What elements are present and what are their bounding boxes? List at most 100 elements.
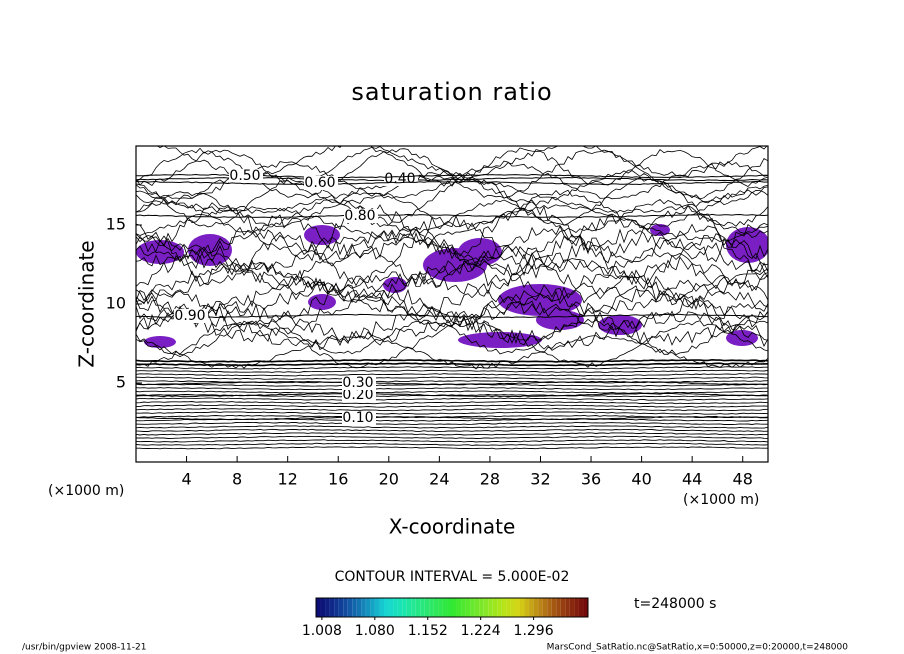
y-tick-label: 5	[116, 373, 126, 392]
colorbar-stripe	[334, 598, 339, 617]
colorbar-stripe	[520, 598, 525, 617]
colorbar-tick-label: 1.152	[408, 623, 448, 639]
colorbar-stripe	[356, 598, 362, 617]
contour-label: 0.90	[174, 308, 205, 324]
contour-line	[136, 175, 768, 214]
colorbar-stripe	[583, 598, 588, 617]
contour-line	[136, 435, 768, 439]
colorbar-tick-label: 1.296	[514, 623, 554, 639]
colorbar-stripe	[533, 598, 539, 617]
footer-left: /usr/bin/gpview 2008-11-21	[22, 643, 146, 653]
colorbar-stripe	[529, 598, 534, 617]
label-bg	[229, 169, 263, 183]
colorbar-stripe	[510, 598, 516, 617]
x-tick-label: 36	[581, 470, 601, 489]
shaded-region	[308, 294, 336, 310]
colorbar-stripe	[352, 598, 357, 617]
colorbar-stripe	[316, 598, 321, 617]
x-unit-left: (×1000 m)	[48, 483, 124, 499]
label-bg	[344, 209, 378, 223]
contour-line	[136, 442, 768, 446]
colorbar-stripe	[538, 598, 543, 617]
contour-line	[136, 320, 768, 368]
x-unit-right: (×1000 m)	[683, 492, 759, 508]
y-tick-label: 10	[106, 294, 126, 313]
contour-line	[136, 407, 768, 412]
x-tick-label: 4	[181, 470, 191, 489]
colorbar-stripe	[488, 598, 493, 617]
colorbar-stripe	[483, 598, 489, 617]
contour-line	[136, 432, 768, 436]
label-bg	[342, 388, 376, 402]
colorbar-stripe	[515, 598, 520, 617]
contour-level	[136, 180, 768, 186]
contour-label: 0.10	[342, 410, 373, 426]
contour-line	[136, 400, 768, 405]
label-bg	[342, 411, 376, 425]
x-axis-label: X-coordinate	[389, 515, 516, 539]
colorbar-stripe	[447, 598, 452, 617]
contour-label: 0.40	[384, 171, 415, 187]
colorbar-stripe	[492, 598, 498, 617]
contour-line	[136, 252, 768, 294]
contour-line	[136, 362, 768, 367]
time-label: t=248000 s	[634, 596, 716, 612]
label-bg	[342, 376, 376, 390]
contour-line	[136, 256, 768, 304]
contour-line	[136, 366, 768, 370]
colorbar-stripe	[442, 598, 448, 617]
contour-line	[136, 271, 768, 317]
colorbar-stripe	[569, 598, 575, 617]
colorbar-stripe	[338, 598, 344, 617]
contour-line	[136, 204, 768, 243]
contour-label: 0.30	[342, 375, 373, 391]
colorbar-stripe	[456, 598, 462, 617]
contour-line	[136, 397, 768, 401]
contour-line	[136, 308, 768, 351]
shaded-region	[458, 332, 542, 348]
colorbar-stripe	[497, 598, 502, 617]
contour-line	[136, 428, 768, 433]
colorbar-stripe	[320, 598, 326, 617]
contour-line	[136, 411, 768, 415]
contour-level	[136, 415, 768, 421]
contour-line	[136, 198, 768, 234]
colorbar-stripe	[347, 598, 353, 617]
x-tick-label: 44	[682, 470, 702, 489]
x-tick-label: 40	[631, 470, 651, 489]
contour-line	[136, 300, 768, 346]
contour-line	[136, 439, 768, 443]
colorbar-stripe	[370, 598, 375, 617]
chart-title: saturation ratio	[351, 78, 552, 106]
colorbar-stripe	[429, 598, 434, 617]
colorbar-stripe	[474, 598, 480, 617]
contour-line	[136, 369, 768, 373]
contour-line	[136, 358, 768, 363]
colorbar-stripe	[556, 598, 561, 617]
contour-line	[136, 446, 768, 450]
contour-line	[136, 390, 768, 394]
contour-line	[136, 228, 768, 276]
contour-line	[136, 201, 768, 260]
colorbar-stripe	[343, 598, 348, 617]
colorbar-tick-label: 1.224	[461, 623, 501, 639]
colorbar-stripe	[365, 598, 371, 617]
contour-line	[136, 421, 768, 426]
colorbar-frame	[315, 597, 589, 618]
y-axis-label: Z-coordinate	[75, 240, 99, 367]
colorbar-stripe	[551, 598, 557, 617]
contours: 0.10 0.200.30 0.40 0.50 0.60 0.80 0.90	[136, 146, 768, 450]
colorbar-stripe	[397, 598, 403, 617]
contour-line	[136, 176, 768, 228]
shaded-region	[498, 284, 582, 316]
x-tick-label: 8	[232, 470, 242, 489]
colorbar-stripe	[452, 598, 457, 617]
colorbar-stripe	[379, 598, 384, 617]
contour-line	[136, 189, 768, 228]
colorbar-stripe	[384, 598, 389, 617]
y-tick-label: 15	[106, 215, 126, 234]
contour-level	[136, 392, 768, 398]
colorbar-stripe	[438, 598, 443, 617]
contour-line	[136, 387, 768, 391]
contour-label: 0.60	[304, 175, 335, 191]
